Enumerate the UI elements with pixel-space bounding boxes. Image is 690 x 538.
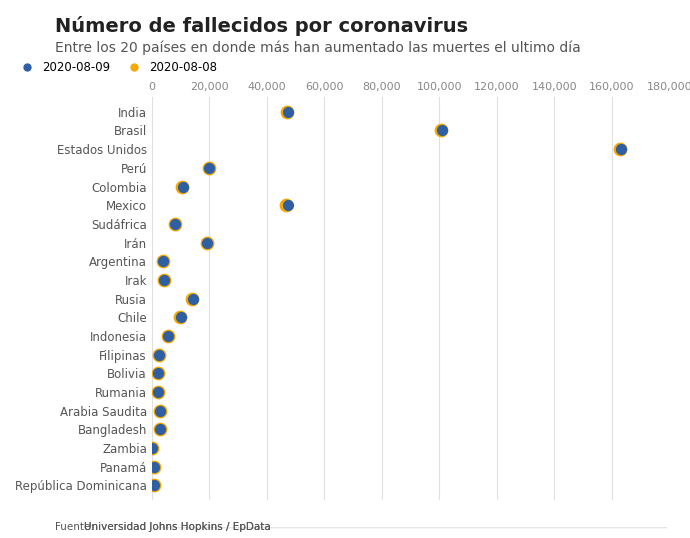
- 2020-08-08: [152, 369, 163, 378]
- 2020-08-09: [282, 108, 293, 116]
- 2020-08-08: [158, 257, 169, 266]
- 2020-08-08: [148, 463, 159, 471]
- Text: Fuente:: Fuente:: [55, 521, 97, 532]
- 2020-08-09: [175, 313, 186, 322]
- Text: Entre los 20 países en donde más han aumentado las muertes el ultimo día: Entre los 20 países en donde más han aum…: [55, 40, 581, 55]
- 2020-08-09: [152, 388, 164, 397]
- 2020-08-08: [155, 425, 166, 434]
- 2020-08-09: [188, 294, 199, 303]
- 2020-08-08: [177, 182, 188, 191]
- 2020-08-08: [149, 481, 160, 490]
- 2020-08-08: [153, 350, 164, 359]
- 2020-08-08: [435, 126, 446, 135]
- 2020-08-09: [153, 350, 164, 359]
- 2020-08-09: [159, 275, 170, 284]
- 2020-08-09: [149, 481, 160, 490]
- Text: Universidad Johns Hopkins / EpData: Universidad Johns Hopkins / EpData: [84, 521, 271, 532]
- 2020-08-09: [148, 463, 159, 471]
- 2020-08-08: [204, 164, 215, 172]
- 2020-08-09: [170, 220, 181, 228]
- 2020-08-09: [163, 331, 174, 340]
- 2020-08-09: [155, 406, 166, 415]
- 2020-08-09: [616, 145, 627, 153]
- Text: Universidad Johns Hopkins / EpData: Universidad Johns Hopkins / EpData: [84, 521, 271, 532]
- 2020-08-08: [170, 220, 181, 228]
- 2020-08-08: [159, 275, 170, 284]
- 2020-08-09: [204, 164, 215, 172]
- 2020-08-08: [281, 201, 292, 209]
- 2020-08-08: [187, 294, 198, 303]
- 2020-08-08: [201, 238, 213, 247]
- 2020-08-08: [147, 444, 158, 452]
- 2020-08-09: [202, 238, 213, 247]
- 2020-08-09: [155, 425, 166, 434]
- 2020-08-08: [175, 313, 186, 322]
- 2020-08-09: [177, 182, 188, 191]
- 2020-08-08: [615, 145, 626, 153]
- 2020-08-09: [283, 201, 294, 209]
- 2020-08-09: [147, 444, 158, 452]
- 2020-08-08: [155, 406, 166, 415]
- 2020-08-08: [152, 388, 164, 397]
- 2020-08-09: [152, 369, 163, 378]
- 2020-08-09: [158, 257, 169, 266]
- Legend: 2020-08-09, 2020-08-08: 2020-08-09, 2020-08-08: [10, 56, 222, 79]
- 2020-08-09: [436, 126, 447, 135]
- 2020-08-08: [282, 108, 293, 116]
- Text: Número de fallecidos por coronavirus: Número de fallecidos por coronavirus: [55, 16, 469, 36]
- 2020-08-08: [163, 331, 174, 340]
